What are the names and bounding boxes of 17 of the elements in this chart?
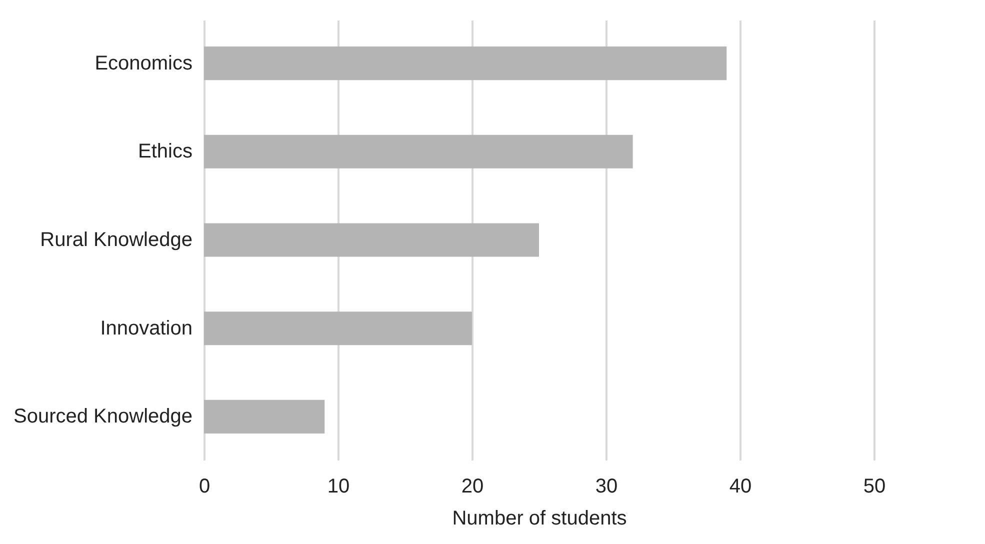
x-tick-label: 0	[198, 476, 210, 498]
x-tick-label: 50	[863, 476, 886, 498]
bar	[204, 223, 539, 257]
y-tick-label: Innovation	[100, 317, 192, 340]
x-tick-label: 30	[595, 476, 618, 498]
x-axis-title: Number of students	[452, 508, 627, 530]
bar	[204, 312, 472, 346]
x-tick-label: 10	[327, 476, 350, 498]
y-tick-label: Ethics	[138, 140, 192, 163]
y-tick-label: Sourced Knowledge	[13, 406, 192, 428]
y-tick-label: Economics	[94, 52, 192, 74]
bar	[204, 46, 727, 80]
bar	[204, 134, 633, 168]
x-tick-label: 20	[461, 476, 484, 498]
x-tick-label: 40	[729, 476, 752, 498]
bar	[204, 400, 325, 434]
y-tick-label: Rural Knowledge	[40, 229, 192, 251]
